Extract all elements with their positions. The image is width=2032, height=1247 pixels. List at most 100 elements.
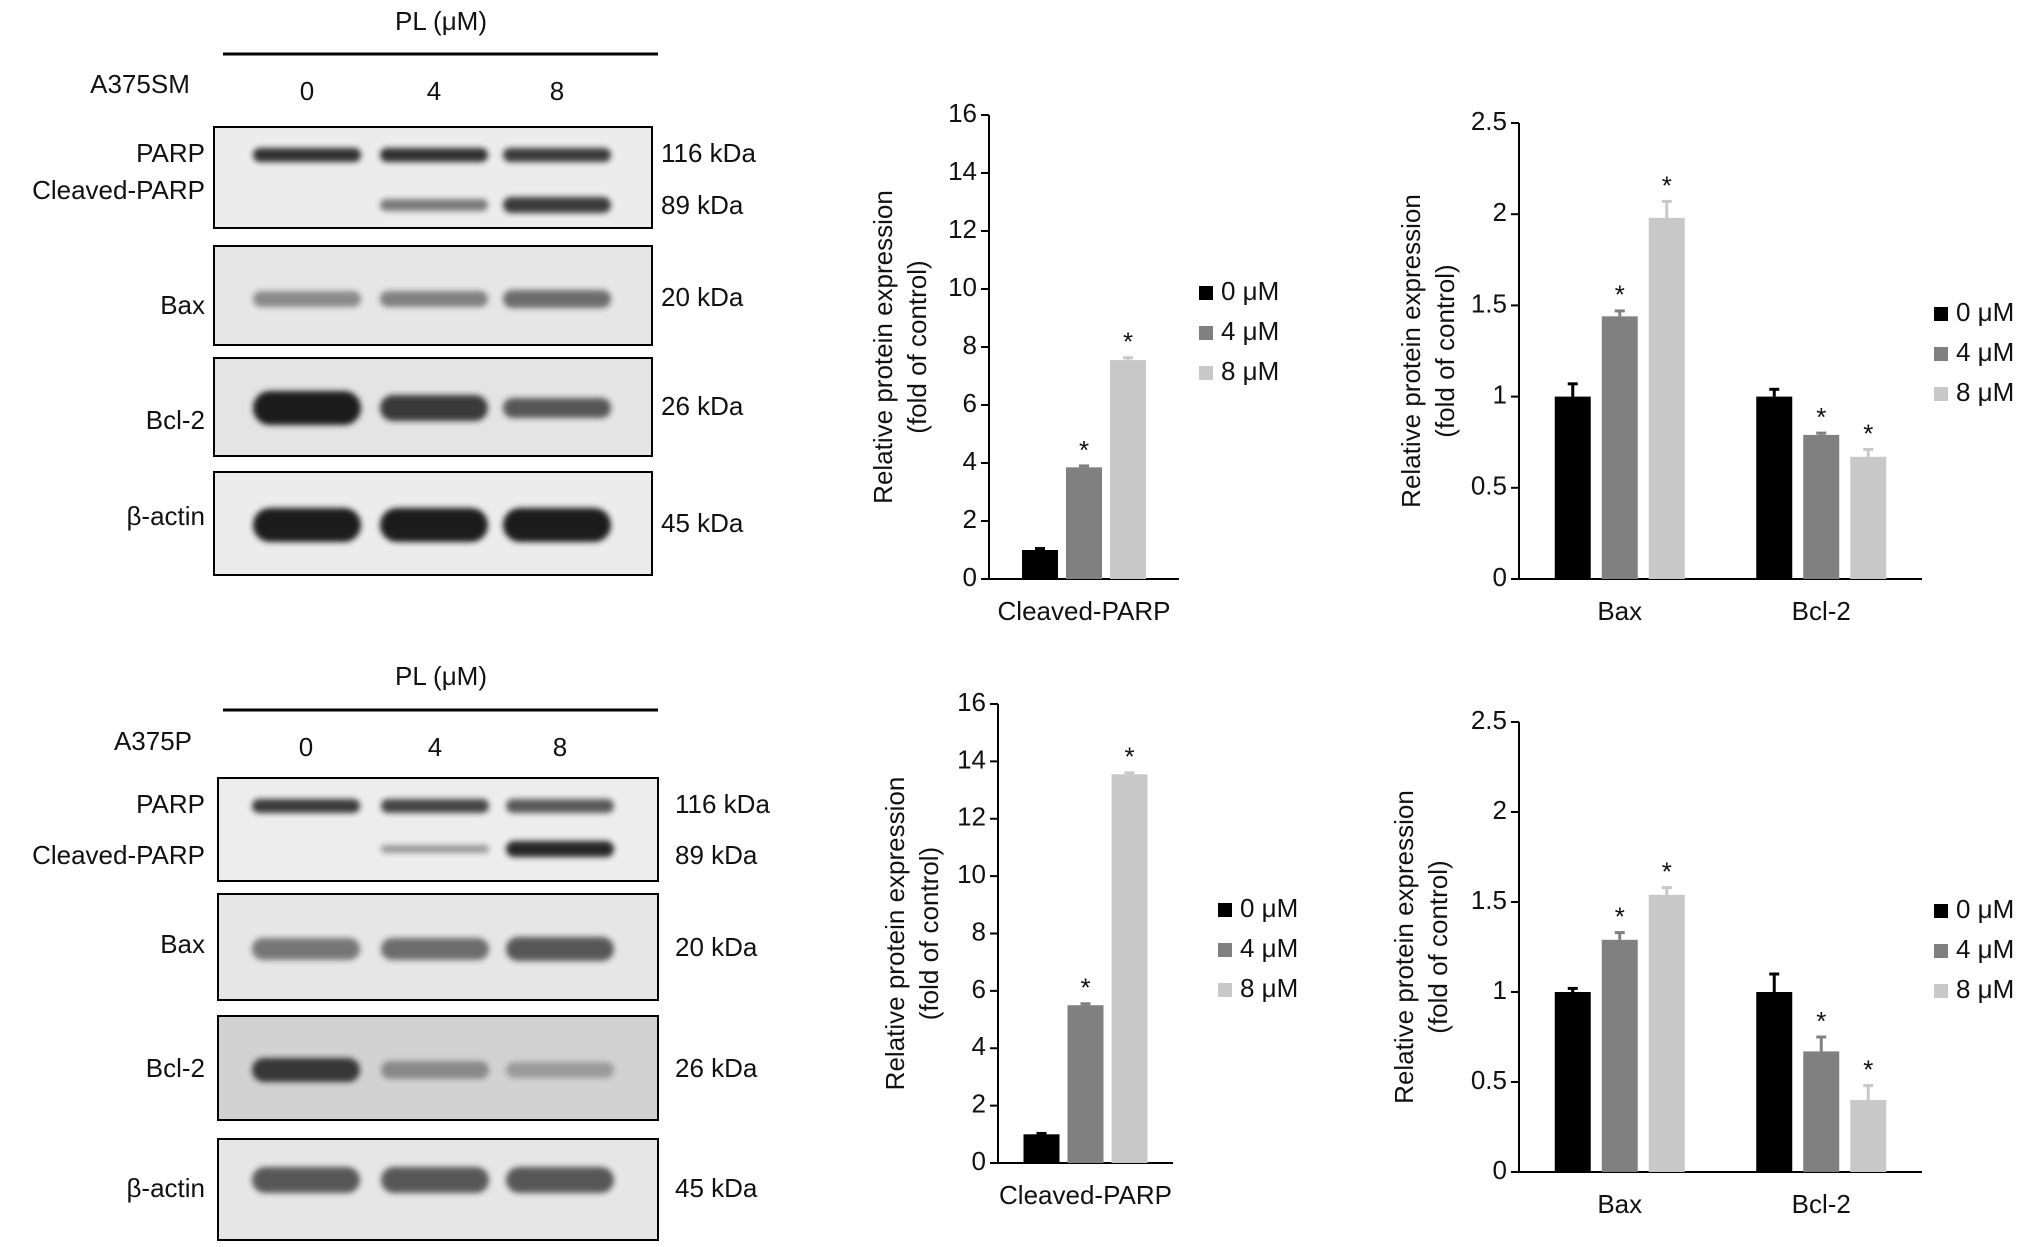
significance-mark: * xyxy=(1123,327,1133,357)
blot-band xyxy=(380,199,488,211)
y-tick-label: 10 xyxy=(948,272,977,302)
band-size: 26 kDa xyxy=(675,1053,758,1083)
y-tick-label: 1.5 xyxy=(1471,885,1507,915)
blot-membrane xyxy=(217,777,659,882)
legend-swatch xyxy=(1934,944,1948,958)
row-label: Bcl-2 xyxy=(146,1053,205,1083)
band-size: 116 kDa xyxy=(675,789,770,819)
blot-band xyxy=(381,938,489,960)
error-bar xyxy=(1863,447,1874,457)
cell-line: A375SM xyxy=(90,69,190,99)
y-tick-label: 0 xyxy=(1493,562,1507,592)
treatment-label: PL (μM) xyxy=(395,6,487,36)
error-bar xyxy=(1567,986,1578,992)
error-bar xyxy=(1661,199,1672,218)
blot-band xyxy=(380,291,488,307)
bar xyxy=(1111,774,1148,1163)
bar xyxy=(1022,550,1058,579)
bar xyxy=(1648,894,1685,1172)
y-tick-label: 1 xyxy=(1493,379,1507,409)
error-bar xyxy=(1816,1035,1827,1052)
y-axis-label: (fold of control) xyxy=(1430,264,1460,437)
error-bar xyxy=(1769,972,1780,992)
blot-band xyxy=(381,1167,489,1193)
error-bar xyxy=(1769,387,1780,397)
legend-label: 0 μM xyxy=(1221,276,1279,306)
error-bar xyxy=(1080,1002,1091,1006)
blot-band xyxy=(380,395,488,421)
error-bar xyxy=(1567,382,1578,397)
y-tick-label: 6 xyxy=(963,388,977,418)
x-tick-label: Bax xyxy=(1597,596,1642,626)
blot-band xyxy=(253,508,361,542)
significance-mark: * xyxy=(1863,418,1873,448)
row-label: β-actin xyxy=(126,501,205,531)
y-tick-label: 2 xyxy=(972,1089,986,1119)
y-tick-label: 0 xyxy=(972,1146,986,1176)
bar xyxy=(1066,467,1102,579)
y-tick-label: 8 xyxy=(963,330,977,360)
lane-label: 4 xyxy=(428,732,442,762)
significance-mark: * xyxy=(1662,856,1672,886)
bar xyxy=(1554,396,1591,579)
y-tick-label: 14 xyxy=(948,156,977,186)
lane-label: 0 xyxy=(299,732,313,762)
y-tick-label: 16 xyxy=(948,98,977,128)
y-axis-label: Relative protein expression xyxy=(868,190,898,504)
blot-band xyxy=(253,148,361,162)
bar-chart: 0 0.5 1 1.5 2 2.5 Relative protein expression(… xyxy=(1389,705,2014,1219)
y-axis-label: Relative protein expression xyxy=(1396,194,1426,508)
y-tick-label: 4 xyxy=(963,446,977,476)
bar xyxy=(1850,1100,1887,1172)
blot-band xyxy=(506,799,614,813)
legend-label: 4 μM xyxy=(1221,316,1279,346)
y-tick-label: 0.5 xyxy=(1471,471,1507,501)
blot-band xyxy=(380,508,488,542)
y-tick-label: 6 xyxy=(972,974,986,1004)
treatment-label: PL (μM) xyxy=(395,661,487,691)
band-size: 26 kDa xyxy=(661,391,744,421)
legend-label: 0 μM xyxy=(1956,297,2014,327)
significance-mark: * xyxy=(1615,280,1625,310)
band-size: 45 kDa xyxy=(661,508,744,538)
significance-mark: * xyxy=(1863,1054,1873,1084)
y-tick-label: 2.5 xyxy=(1471,106,1507,136)
error-bar xyxy=(1863,1084,1874,1100)
error-bar xyxy=(1036,1131,1047,1135)
band-size: 20 kDa xyxy=(661,282,744,312)
blot-band xyxy=(380,148,488,162)
legend-label: 8 μM xyxy=(1956,974,2014,1004)
row-label: Cleaved-PARP xyxy=(32,175,205,205)
y-tick-label: 2 xyxy=(1493,197,1507,227)
y-tick-label: 1 xyxy=(1493,975,1507,1005)
legend-swatch xyxy=(1218,943,1232,957)
blot-band xyxy=(503,290,611,308)
y-tick-label: 0.5 xyxy=(1471,1065,1507,1095)
error-bar xyxy=(1661,886,1672,895)
bar-chart: 0 2 4 6 8 10 12 14 16 Relative protein expression… xyxy=(868,98,1279,626)
bar xyxy=(1110,360,1146,579)
error-bar xyxy=(1079,464,1089,468)
blot-band xyxy=(381,799,489,813)
significance-mark: * xyxy=(1816,1006,1826,1036)
blot-band xyxy=(253,391,361,425)
legend-swatch xyxy=(1934,387,1948,401)
blot-band xyxy=(506,1062,614,1078)
blot-band xyxy=(506,1167,614,1193)
blot-band xyxy=(252,938,360,960)
band-size: 45 kDa xyxy=(675,1173,758,1203)
legend-swatch xyxy=(1218,903,1232,917)
row-label: Bcl-2 xyxy=(146,405,205,435)
y-tick-label: 12 xyxy=(957,802,986,832)
legend-swatch xyxy=(1199,326,1213,340)
blot-band xyxy=(503,398,611,418)
y-axis-label: Relative protein expression xyxy=(880,777,910,1091)
bar xyxy=(1601,316,1638,579)
bar-chart: 0 2 4 6 8 10 12 14 16 Relative protein expression… xyxy=(880,687,1298,1210)
y-axis-label: (fold of control) xyxy=(902,260,932,433)
x-tick-label: Cleaved-PARP xyxy=(998,596,1171,626)
legend-label: 4 μM xyxy=(1956,337,2014,367)
error-bar xyxy=(1123,356,1133,361)
legend-swatch xyxy=(1934,307,1948,321)
